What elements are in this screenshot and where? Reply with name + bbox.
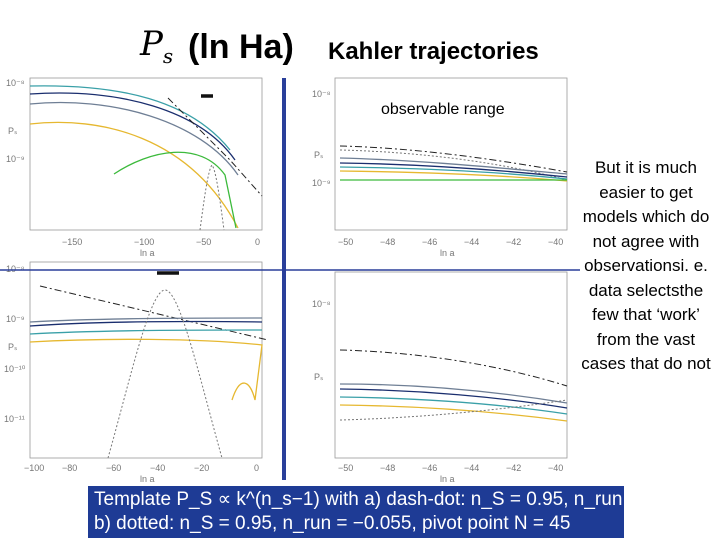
x-tick: −60 <box>106 463 121 473</box>
y-tick: 10⁻⁸ <box>312 299 331 309</box>
slide-title: Ps (ln Ha) Kahler trajectories <box>130 24 600 74</box>
panel-frame <box>29 261 263 459</box>
curve-gray <box>29 101 239 176</box>
x-tick: −40 <box>548 463 563 473</box>
curve-navy <box>339 162 568 178</box>
y-tick: 10⁻⁹ <box>312 178 331 188</box>
y-tick: 10⁻¹¹ <box>4 414 25 424</box>
curve-navy <box>29 320 263 327</box>
panel-frame <box>29 77 263 231</box>
caption-line-1: Template P_S ∝ k^(n_s−1) with a) dash-do… <box>94 489 655 510</box>
curve-dotted <box>339 399 568 421</box>
x-tick: −44 <box>464 463 479 473</box>
x-tick: −50 <box>338 237 353 247</box>
x-tick: 0 <box>255 237 260 247</box>
title-unit: (ln Ha) <box>188 28 294 66</box>
caption-box: Template P_S ∝ k^(n_s−1) with a) dash-do… <box>88 486 655 538</box>
x-tick: −44 <box>464 237 479 247</box>
y-axis-label: Pₛ <box>314 150 323 160</box>
panel-frame <box>334 77 568 231</box>
observable-range-label: observable range <box>381 101 505 118</box>
curve-dashdot <box>339 349 568 387</box>
side-note: But it is much easier to get models whic… <box>576 156 716 377</box>
curve-dashdot <box>39 285 269 341</box>
x-tick: −46 <box>422 237 437 247</box>
curve-teal <box>339 166 568 180</box>
curve-gray <box>339 383 568 404</box>
x-tick: −50 <box>338 463 353 473</box>
x-tick: −100 <box>134 237 154 247</box>
x-tick: −42 <box>506 463 521 473</box>
x-tick: 0 <box>254 463 259 473</box>
y-tick: 10⁻⁹ <box>6 154 25 164</box>
y-tick: 10⁻⁹ <box>6 314 25 324</box>
x-tick: −46 <box>422 463 437 473</box>
curve-yellow <box>339 404 568 422</box>
y-tick: 10⁻⁸ <box>6 78 25 88</box>
curve-yellow <box>29 338 263 401</box>
y-tick: 10⁻⁸ <box>6 264 25 274</box>
x-tick: −20 <box>194 463 209 473</box>
panel-bottom-left: 10⁻⁸ 10⁻⁹ 10⁻¹⁰ 10⁻¹¹ Pₛ −100 −80 −60 −4… <box>4 261 269 484</box>
title-main: Kahler trajectories <box>328 38 539 65</box>
curve-navy <box>29 92 236 161</box>
x-tick: −48 <box>380 463 395 473</box>
curve-teal <box>29 85 231 151</box>
y-axis-label: Pₛ <box>8 342 17 352</box>
curve-teal <box>29 329 263 335</box>
y-tick: 10⁻¹⁰ <box>4 364 26 374</box>
panel-top-right: 10⁻⁸ 10⁻⁹ Pₛ −50 −48 −46 −44 −42 −40 ln … <box>312 77 568 258</box>
x-tick: −80 <box>62 463 77 473</box>
x-axis-label: ln a <box>140 474 155 484</box>
curve-gray <box>29 317 263 323</box>
panel-bottom-right: 10⁻⁸ Pₛ −50 −48 −46 −44 −42 −40 ln a <box>312 271 568 484</box>
x-tick: −50 <box>196 237 211 247</box>
curve-yellow <box>339 170 568 182</box>
curve-dotted <box>107 289 223 459</box>
x-tick: −100 <box>24 463 44 473</box>
x-tick: −48 <box>380 237 395 247</box>
x-tick: −150 <box>62 237 82 247</box>
curve-dotted <box>199 164 225 231</box>
curve-yellow <box>29 121 239 229</box>
y-axis-label: Pₛ <box>8 126 17 136</box>
y-tick: 10⁻⁸ <box>312 89 331 99</box>
x-axis-label: ln a <box>440 248 455 258</box>
curve-teal <box>339 396 568 415</box>
curve-green <box>113 151 237 229</box>
curve-dotted <box>339 149 568 181</box>
x-axis-label: ln a <box>440 474 455 484</box>
ps-symbol: Ps <box>140 24 174 68</box>
panel-frame <box>334 271 568 459</box>
x-tick: −42 <box>506 237 521 247</box>
x-axis-label: ln a <box>140 248 155 258</box>
x-tick: −40 <box>548 237 563 247</box>
curve-gray <box>339 157 568 175</box>
curve-dashdot <box>167 97 263 197</box>
side-note-text: But it is much easier to get models whic… <box>581 158 711 373</box>
caption-line-2: b) dotted: n_S = 0.95, n_run = −0.055, p… <box>94 513 571 534</box>
x-tick: −40 <box>150 463 165 473</box>
y-axis-label: Pₛ <box>314 372 323 382</box>
panel-top-left: 10⁻⁸ 10⁻⁹ Pₛ −150 −100 −50 0 ln a <box>6 77 263 258</box>
